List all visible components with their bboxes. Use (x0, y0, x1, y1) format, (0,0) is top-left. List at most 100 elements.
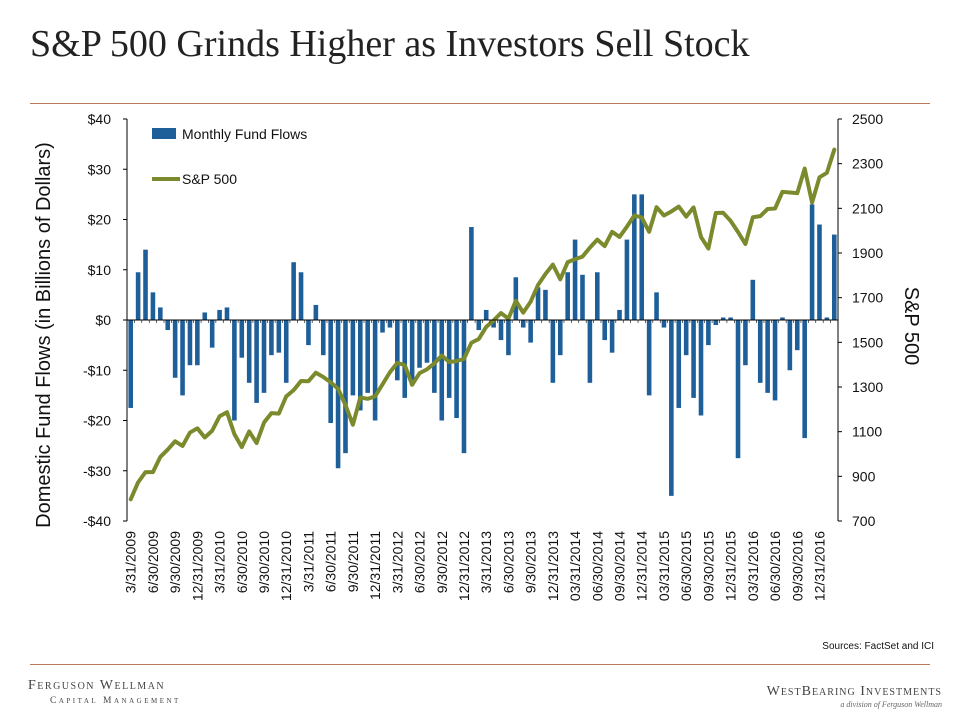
y2-tick-label: 1700 (852, 290, 883, 306)
fund-flow-bar (424, 320, 430, 363)
axes: $40 $30 $20 $10 $0 -$10 -$20 -$30 -$40 2500 2300 21… (83, 111, 883, 601)
fund-flow-bar (172, 320, 178, 378)
fund-flow-bar (706, 320, 711, 346)
x-tick-label: 12/31/2013 (545, 531, 561, 601)
x-tick-label: 9/30/2011 (345, 531, 361, 592)
fund-flow-bar (639, 194, 645, 321)
fund-flow-bar (320, 320, 326, 356)
y-tick-label: $20 (88, 212, 112, 228)
header-divider (30, 103, 930, 104)
fund-flow-bar (528, 320, 533, 343)
y-tick-label: -$30 (83, 463, 111, 479)
fund-flow-bar (572, 239, 578, 320)
fund-flow-bar (580, 274, 585, 320)
x-tick-label: 3/31/2013 (478, 531, 494, 593)
fund-flow-bar (195, 320, 200, 366)
fund-flow-bar (772, 320, 778, 401)
fund-flow-bar (439, 320, 445, 421)
fund-flow-bar (735, 320, 741, 459)
fund-flow-bar (587, 320, 593, 383)
x-tick-label: 3/31/2009 (123, 531, 139, 593)
fund-flow-bar (328, 320, 333, 424)
y2-tick-label: 700 (852, 513, 876, 529)
y-tick-label: $30 (88, 161, 112, 177)
sp500-line (128, 147, 837, 502)
y2-tick-label: 2300 (852, 156, 883, 172)
fund-flow-bar (350, 320, 356, 396)
y-tick-label: $0 (95, 312, 111, 328)
y-tick-label: $40 (88, 111, 112, 127)
fund-flow-bar (595, 272, 600, 320)
x-tick-label: 6/30/2011 (323, 531, 339, 592)
fund-flow-bar (609, 320, 615, 353)
fund-flow-bar (698, 320, 704, 416)
westbearing-logo: WestBearing Investments a division of Fe… (767, 684, 942, 709)
fund-flow-bar (395, 320, 400, 381)
fund-flow-bar (676, 320, 682, 408)
x-tick-label: 12/31/2016 (811, 531, 827, 601)
x-tick-label: 12/31/2011 (367, 531, 383, 600)
fund-flow-bar (491, 320, 496, 328)
x-tick-label: 12/31/2009 (189, 531, 205, 601)
fund-flow-bar (239, 320, 245, 358)
y2-tick-label: 1900 (852, 245, 883, 261)
fund-flow-bar (476, 320, 482, 331)
fund-flow-bar (298, 272, 304, 320)
x-tick-label: 6/30/2010 (234, 531, 250, 593)
fund-flow-bar (283, 320, 289, 383)
x-tick-label: 03/31/2014 (567, 531, 583, 601)
fund-flow-bar (246, 320, 252, 383)
fund-flow-bar (387, 320, 393, 328)
fund-flow-bar (380, 320, 385, 333)
fund-flow-bar (787, 320, 793, 371)
fund-flow-bar (565, 272, 570, 320)
fund-flow-bar (809, 204, 815, 320)
fund-flow-bar (543, 289, 548, 320)
fund-flow-bar (817, 224, 822, 320)
fund-flow-bar (135, 272, 141, 320)
fund-flow-bar (202, 312, 208, 320)
fund-flow-bar (261, 320, 267, 393)
fund-flow-bar (757, 320, 763, 383)
fund-flow-bar (535, 287, 541, 320)
fund-flow-bar (276, 320, 282, 353)
x-tick-label: 12/31/2014 (634, 531, 650, 601)
fund-flow-bar (520, 320, 526, 328)
fund-flow-bar (409, 320, 415, 386)
fund-flow-bar (446, 320, 452, 398)
fund-flow-bar (224, 307, 230, 320)
fund-flow-bar (180, 320, 185, 396)
fund-flow-bar (313, 304, 319, 320)
fund-flow-bars (128, 194, 837, 496)
fund-flow-bar (557, 320, 563, 356)
fund-flow-bar (454, 320, 459, 418)
fund-flow-bar (165, 320, 171, 331)
legend-bar-swatch (152, 128, 176, 139)
y2-tick-label: 1500 (852, 334, 883, 350)
fund-flow-bar (794, 320, 800, 351)
y-tick-label: -$20 (83, 413, 111, 429)
x-tick-label: 6/30/2009 (145, 531, 161, 593)
x-tick-label: 6/30/2013 (500, 531, 516, 593)
fund-flow-bar (506, 320, 511, 356)
fund-flow-bar (750, 279, 756, 320)
fund-flow-bar (550, 320, 556, 383)
x-tick-label: 3/31/2012 (389, 531, 405, 593)
fund-flow-bar (365, 320, 370, 393)
fund-flow-bar (306, 320, 311, 346)
y-tick-label: -$40 (83, 513, 111, 529)
y-tick-label: -$10 (83, 362, 111, 378)
fund-flow-bar (335, 320, 341, 469)
x-tick-label: 6/30/2012 (412, 531, 428, 593)
y2-axis-label: S&P 500 (900, 287, 922, 366)
fund-flow-bar (343, 320, 348, 454)
legend-bar-label: Monthly Fund Flows (182, 126, 307, 142)
x-tick-label: 3/31/2011 (300, 531, 316, 592)
sp500-line-layer (128, 147, 837, 502)
x-tick-label: 09/30/2014 (612, 531, 628, 601)
fund-flow-bar (187, 320, 193, 366)
fund-flow-bar (661, 320, 667, 328)
brand-right-name: WestBearing Investments (766, 684, 942, 699)
fund-flow-bar (632, 194, 637, 321)
x-tick-label: 12/31/2010 (278, 531, 294, 601)
